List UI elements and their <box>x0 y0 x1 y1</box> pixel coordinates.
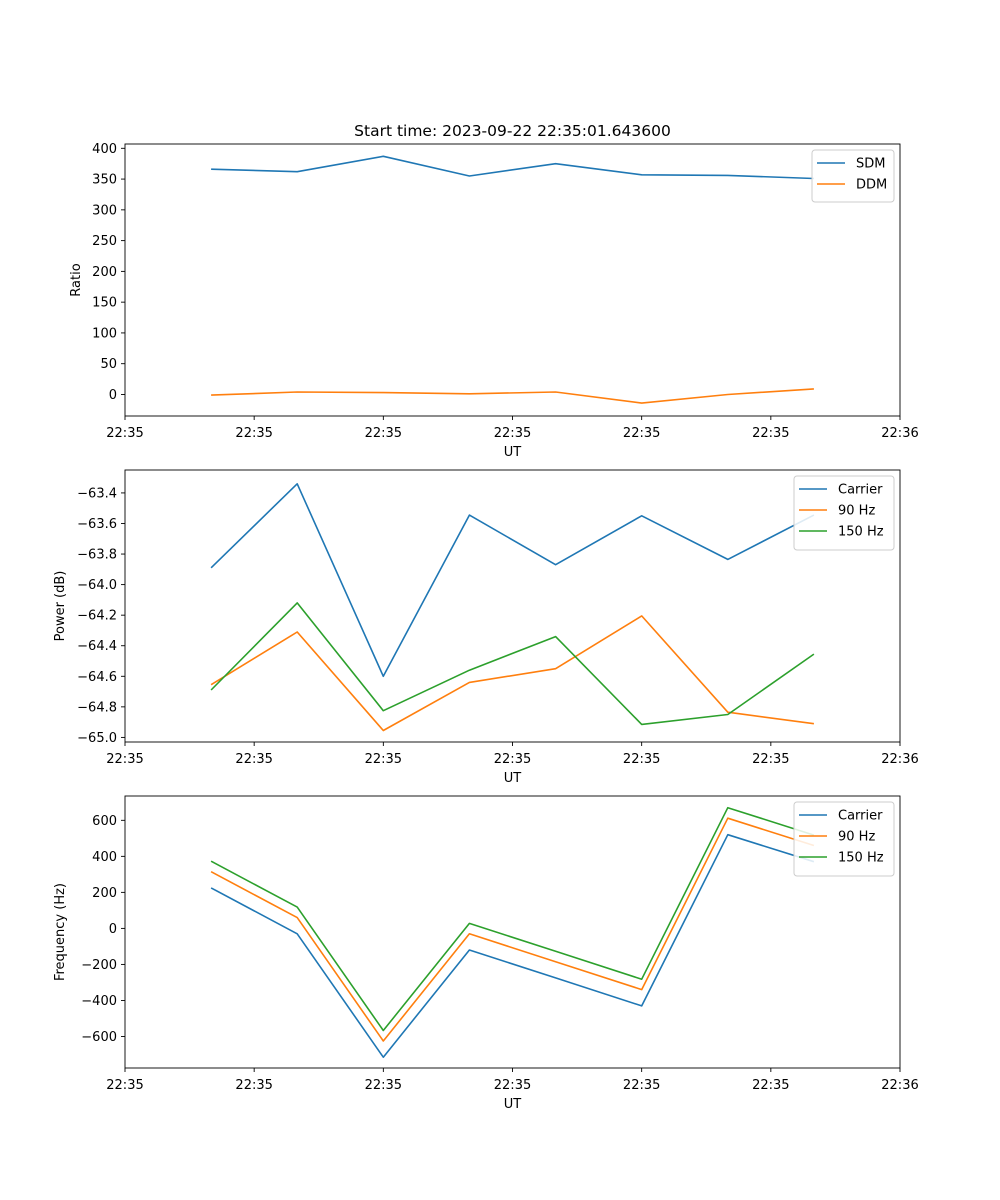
x-tick-label: 22:35 <box>494 752 531 767</box>
y-tick-label: 350 <box>92 173 117 188</box>
y-tick-label: 50 <box>100 357 117 372</box>
y-tick-label: −63.8 <box>77 548 117 563</box>
y-tick-label: −63.4 <box>77 486 117 501</box>
y-tick-label: 0 <box>109 922 117 937</box>
x-tick-label: 22:36 <box>881 1078 918 1093</box>
y-axis-label: Frequency (Hz) <box>53 883 68 981</box>
x-tick-label: 22:35 <box>494 1078 531 1093</box>
y-tick-label: 0 <box>109 388 117 403</box>
y-tick-label: 600 <box>92 814 117 829</box>
x-tick-label: 22:35 <box>235 1078 272 1093</box>
y-tick-label: −600 <box>81 1030 117 1045</box>
y-tick-label: −64.6 <box>77 670 117 685</box>
y-tick-label: −63.6 <box>77 517 117 532</box>
x-tick-label: 22:35 <box>752 1078 789 1093</box>
x-tick-label: 22:35 <box>365 752 402 767</box>
y-tick-label: 250 <box>92 234 117 249</box>
y-axis-label: Ratio <box>69 263 84 296</box>
x-axis-label: UT <box>504 771 522 786</box>
legend-label-ddm: DDM <box>856 178 887 193</box>
series-line-carrier <box>210 482 815 678</box>
x-tick-label: 22:35 <box>494 426 531 441</box>
x-tick-label: 22:36 <box>881 426 918 441</box>
y-tick-label: 200 <box>92 265 117 280</box>
x-tick-label: 22:35 <box>623 752 660 767</box>
y-axis-label: Power (dB) <box>53 571 68 642</box>
x-tick-label: 22:35 <box>623 426 660 441</box>
legend-label-150-hz: 150 Hz <box>838 525 884 540</box>
y-tick-label: 100 <box>92 326 117 341</box>
series-line-carrier <box>210 833 815 1058</box>
y-tick-label: −65.0 <box>77 731 117 746</box>
x-tick-label: 22:35 <box>365 1078 402 1093</box>
legend-label-90-hz: 90 Hz <box>838 504 875 519</box>
chart-title: Start time: 2023-09-22 22:35:01.643600 <box>354 122 671 140</box>
legend: SDM DDM <box>811 149 895 203</box>
legend-label-sdm: SDM <box>856 157 885 172</box>
y-tick-label: 200 <box>92 886 117 901</box>
x-tick-label: 22:35 <box>235 426 272 441</box>
y-tick-label: −64.0 <box>77 578 117 593</box>
x-tick-label: 22:35 <box>106 1078 143 1093</box>
y-tick-label: −64.2 <box>77 609 117 624</box>
y-tick-label: 300 <box>92 203 117 218</box>
legend: Carrier 90 Hz 150 Hz <box>793 801 895 877</box>
legend-label-90-hz: 90 Hz <box>838 830 875 845</box>
x-tick-label: 22:35 <box>106 426 143 441</box>
y-tick-label: −200 <box>81 958 117 973</box>
x-tick-label: 22:35 <box>365 426 402 441</box>
y-tick-label: −400 <box>81 994 117 1009</box>
chart-panel-3: 22:35 22:35 22:35 22:35 22:35 22:35 22:36 −600 −… <box>53 795 919 1112</box>
x-tick-label: 22:35 <box>235 752 272 767</box>
y-tick-label: −64.4 <box>77 639 117 654</box>
x-tick-label: 22:35 <box>106 752 143 767</box>
legend: Carrier 90 Hz 150 Hz <box>793 475 895 551</box>
x-tick-label: 22:36 <box>881 752 918 767</box>
series-line-90-hz <box>210 615 815 732</box>
chart-panel-2: 22:35 22:35 22:35 22:35 22:35 22:35 22:36 −65.0… <box>53 469 919 786</box>
series-line-sdm <box>211 155 814 180</box>
series-line-150-hz <box>210 806 815 1032</box>
legend-label-carrier: Carrier <box>838 483 883 498</box>
chart-panel-1: 22:35 22:35 22:35 22:35 22:35 22:35 22:36 0 50 10… <box>69 142 919 460</box>
x-tick-label: 22:35 <box>623 1078 660 1093</box>
series-line-ddm <box>211 388 814 404</box>
y-tick-label: −64.8 <box>77 700 117 715</box>
x-tick-label: 22:35 <box>752 752 789 767</box>
y-tick-label: 150 <box>92 296 117 311</box>
series-line-150-hz <box>210 602 815 726</box>
series-line-90-hz <box>210 817 815 1042</box>
x-axis-label: UT <box>504 445 522 460</box>
y-tick-label: 400 <box>92 850 117 865</box>
legend-label-150-hz: 150 Hz <box>838 851 884 866</box>
legend-label-carrier: Carrier <box>838 809 883 824</box>
y-tick-label: 400 <box>92 142 117 157</box>
x-axis-label: UT <box>504 1097 522 1112</box>
x-tick-label: 22:35 <box>752 426 789 441</box>
